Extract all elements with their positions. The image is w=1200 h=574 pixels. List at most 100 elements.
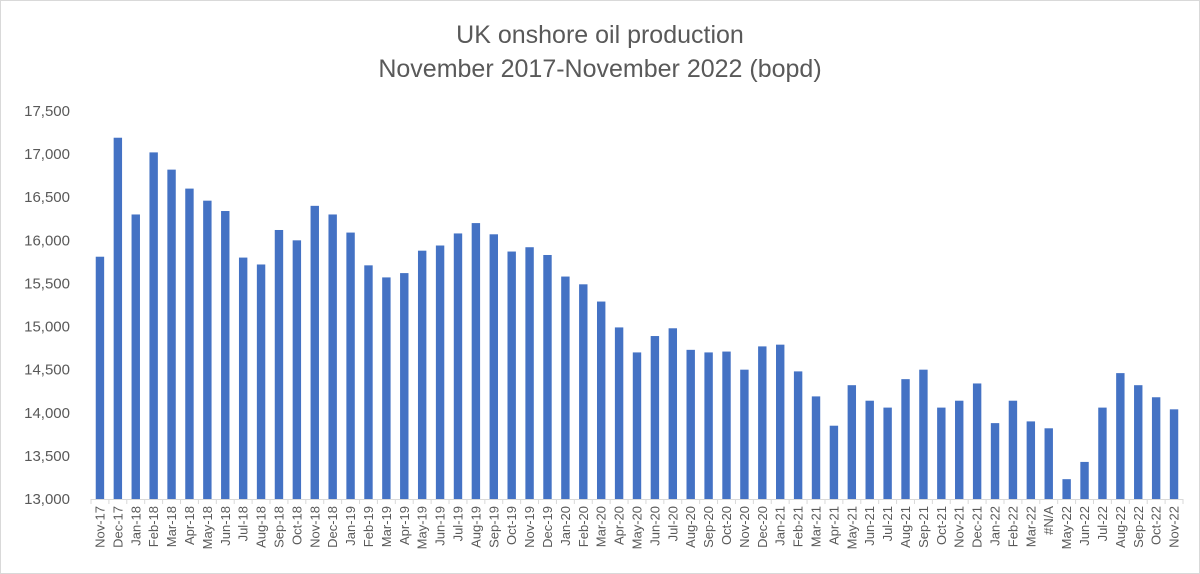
x-tick-label: Jan-18 [128,506,143,546]
bar [596,301,606,499]
bar [453,233,463,499]
x-tick-label: Apr-21 [826,506,841,545]
x-tick-label: Mar-22 [1023,506,1038,547]
bar [131,214,140,499]
x-tick-label: Jun-20 [647,506,662,546]
x-tick-label: Jun-19 [433,506,448,546]
x-tick-label: Jul-18 [236,506,251,541]
x-tick-label: Apr-20 [612,506,627,545]
x-tick-label: May-18 [200,506,215,549]
x-tick-label: Jul-21 [880,506,895,541]
bar [668,328,678,499]
bar [1116,373,1125,499]
bar [364,265,373,499]
x-tick-label: Jul-19 [450,506,465,541]
bar [883,407,892,499]
x-tick-label: Nov-17 [92,506,107,548]
bar [113,137,123,500]
x-tick-label: Jun-22 [1077,506,1092,546]
y-tick-label: 17,500 [24,103,70,120]
bar [829,425,839,499]
x-tick-label: May-19 [415,506,430,549]
x-tick-label: Jul-20 [665,506,680,541]
x-tick-label: Oct-20 [719,506,734,545]
x-tick-label: Dec-17 [110,506,125,548]
bar [256,264,266,499]
y-tick-label: 13,500 [24,448,70,465]
x-tick-label: Mar-19 [379,506,394,547]
bar [382,277,391,499]
x-tick-label: Aug-18 [254,506,269,548]
bar [1134,385,1143,499]
bar [758,346,767,499]
y-tick-label: 16,500 [24,189,70,206]
bar [400,273,409,499]
x-tick-label: Oct-19 [504,506,519,545]
y-tick-label: 13,000 [24,491,70,508]
bar [972,383,982,499]
bar [704,352,713,499]
x-tick-label: Dec-21 [970,506,985,548]
bar [310,205,319,499]
x-tick-label: Jun-21 [862,506,877,546]
x-tick-label: Feb-19 [361,506,376,547]
bar [1151,397,1161,499]
bar [185,188,194,499]
bar [776,344,785,499]
bar [579,284,588,499]
x-tick-label: Jul-22 [1095,506,1110,541]
x-tick-label: Feb-22 [1005,506,1020,547]
x-tick-label: Mar-20 [594,506,609,547]
bar [1098,407,1107,499]
x-tick-label: May-21 [844,506,859,549]
bar [650,336,660,499]
x-tick-label: Nov-20 [737,506,752,548]
x-tick-label: Dec-20 [755,506,770,548]
x-tick-label: Feb-18 [146,506,161,547]
x-tick-label: Jan-20 [558,506,573,546]
y-axis: 13,000 13,500 14,000 14,500 15,000 15,500 16,0… [24,103,70,508]
y-tick-label: 15,000 [24,319,70,336]
bar [1062,479,1071,499]
bars [95,137,1179,500]
x-tick-label: Aug-20 [683,506,698,548]
x-tick-label: Aug-19 [468,506,483,548]
bar [221,211,230,499]
x-tick-label: Sep-21 [916,506,931,548]
bar [149,152,158,499]
chart-title-block: UK onshore oil production November 2017-… [0,18,1200,86]
bar [793,371,803,499]
x-tick-label: Feb-21 [791,506,806,547]
x-tick-label: Sep-20 [701,506,716,548]
bar [901,379,910,499]
x-tick-label: Apr-18 [182,506,197,545]
x-tick-label: Dec-19 [540,506,555,548]
bar [274,229,284,500]
chart-title: UK onshore oil production [456,21,744,49]
x-tick-label: Dec-18 [325,506,340,548]
x-tick-label: Jun-18 [218,506,233,546]
x-tick-label: Oct-21 [934,506,949,545]
bar [632,352,642,499]
bar [740,369,749,499]
y-tick-label: 14,000 [24,405,70,422]
x-tick-label: Oct-22 [1149,506,1164,545]
x-tick-label: Apr-19 [397,506,412,545]
x-tick-label: Sep-18 [271,506,286,548]
bar [990,423,1000,499]
bar [525,247,534,499]
bar [561,276,570,499]
bar [471,223,481,499]
x-tick-label: #N/A [1041,506,1056,535]
x-tick-label: Oct-18 [289,506,304,545]
x-tick-label: Feb-20 [576,506,591,547]
bar [686,349,695,499]
bar [292,240,302,499]
x-tick-label: May-20 [630,506,645,549]
x-tick-label: Aug-21 [898,506,913,548]
bar [489,234,498,500]
bar [95,256,105,499]
x-tick-label: Nov-22 [1167,506,1182,548]
x-tick-label: May-22 [1059,506,1074,549]
x-tick-label: Mar-18 [164,506,179,547]
